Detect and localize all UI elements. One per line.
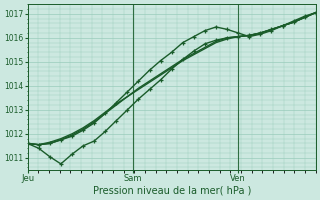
X-axis label: Pression niveau de la mer( hPa ): Pression niveau de la mer( hPa ) [92,186,251,196]
